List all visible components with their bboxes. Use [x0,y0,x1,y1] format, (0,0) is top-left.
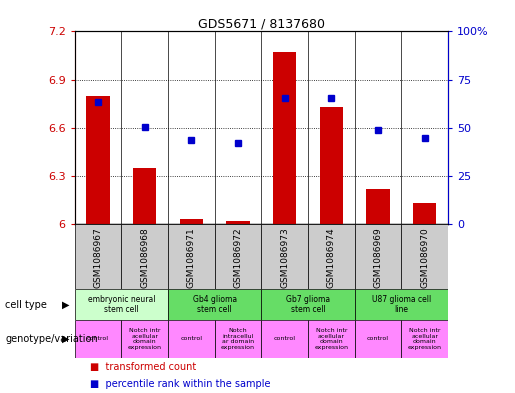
Text: control: control [367,336,389,342]
Bar [122,224,168,289]
Bar [308,224,355,289]
Bar [401,224,448,289]
Text: GSM1086967: GSM1086967 [94,227,102,288]
Text: GSM1086968: GSM1086968 [140,227,149,288]
Text: GSM1086973: GSM1086973 [280,227,289,288]
Text: ▶: ▶ [62,334,70,344]
Text: cell type: cell type [5,299,47,310]
Bar [401,320,448,358]
Bar [215,224,261,289]
Text: GSM1086970: GSM1086970 [420,227,429,288]
Bar [261,224,308,289]
Title: GDS5671 / 8137680: GDS5671 / 8137680 [198,17,325,30]
Bar [366,189,390,224]
Bar [75,224,122,289]
Bar [355,320,401,358]
Bar [122,320,168,358]
Bar [75,320,122,358]
Text: embryonic neural
stem cell: embryonic neural stem cell [88,295,155,314]
Bar [227,221,250,224]
Bar [355,289,448,320]
Bar [215,320,261,358]
Bar [168,320,215,358]
Text: U87 glioma cell
line: U87 glioma cell line [372,295,431,314]
Bar [180,219,203,224]
Text: Notch intr
acellular
domain
expression: Notch intr acellular domain expression [408,328,442,350]
Bar [261,320,308,358]
Text: control: control [273,336,296,342]
Bar [168,289,261,320]
Bar [413,203,436,224]
Text: control: control [180,336,202,342]
Text: ■  transformed count: ■ transformed count [90,362,196,372]
Text: Notch intr
acellular
domain
expression: Notch intr acellular domain expression [128,328,162,350]
Text: ▶: ▶ [62,299,70,310]
Bar [87,95,110,224]
Bar [355,224,401,289]
Bar [168,224,215,289]
Text: Notch intr
acellular
domain
expression: Notch intr acellular domain expression [314,328,348,350]
Bar [320,107,343,224]
Text: GSM1086969: GSM1086969 [373,227,383,288]
Text: ■  percentile rank within the sample: ■ percentile rank within the sample [90,379,270,389]
Text: GSM1086974: GSM1086974 [327,227,336,288]
Text: Gb7 glioma
stem cell: Gb7 glioma stem cell [286,295,330,314]
Text: Notch
intracellul
ar domain
expression: Notch intracellul ar domain expression [221,328,255,350]
Text: control: control [87,336,109,342]
Text: genotype/variation: genotype/variation [5,334,98,344]
Bar [75,289,168,320]
Bar [273,52,296,224]
Text: GSM1086971: GSM1086971 [187,227,196,288]
Text: GSM1086972: GSM1086972 [233,227,243,288]
Bar [133,168,157,224]
Text: Gb4 glioma
stem cell: Gb4 glioma stem cell [193,295,237,314]
Bar [261,289,355,320]
Bar [308,320,355,358]
